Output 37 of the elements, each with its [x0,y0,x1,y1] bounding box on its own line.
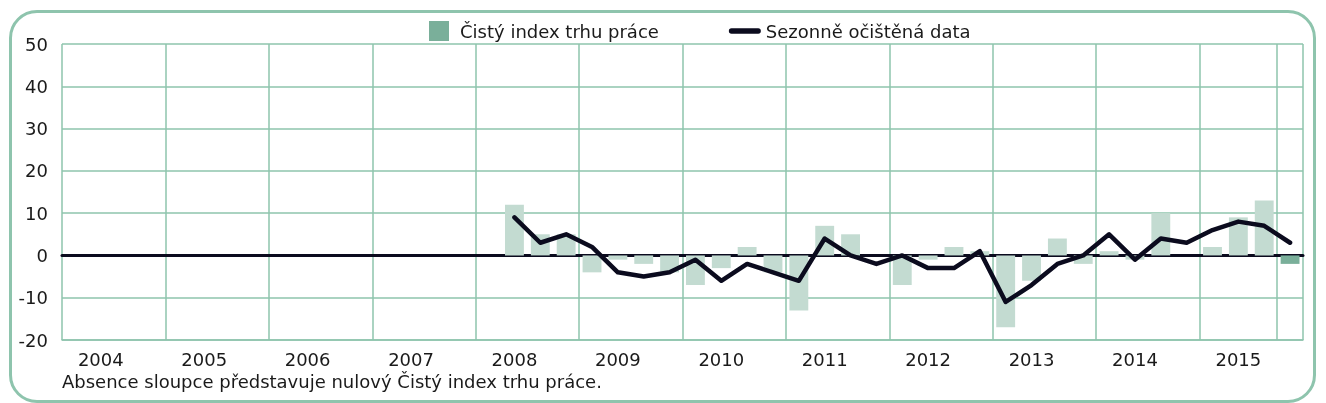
bar [634,255,654,264]
y-tick-label: 10 [25,202,48,224]
legend-label: Čistý index trhu práce [460,20,659,42]
bar [1280,255,1300,264]
x-tick-label: 2008 [491,348,538,370]
x-tick-label: 2004 [77,348,124,370]
x-tick-label: 2010 [698,348,745,370]
text: Absence sloupce představuje nulový Čistý index trhu práce. [62,370,602,392]
y-tick-label: -20 [18,329,48,351]
bar [944,246,964,256]
x-tick-label: 2011 [801,348,848,370]
y-tick-label: 0 [36,244,48,266]
bar [1047,238,1067,256]
x-tick-label: 2005 [181,348,228,370]
y-tick-label: -10 [18,287,48,309]
bar [1203,246,1222,256]
legend-label: Sezonně očištěná data [765,20,971,42]
y-tick-label: 50 [25,33,48,55]
bar [1022,255,1041,281]
y-tick-label: 40 [25,75,48,97]
y-tick-label: 20 [25,160,48,182]
bar [608,255,628,260]
x-tick-label: 2007 [388,348,434,370]
bar [1099,251,1119,256]
bar [737,246,757,256]
x-tick-label: 2014 [1112,348,1158,370]
x-tick-label: 2009 [594,348,641,370]
bar [918,255,938,260]
x-tick-label: 2006 [284,348,331,370]
x-tick-label: 2015 [1215,348,1262,370]
bar [505,204,524,256]
x-tick-label: 2013 [1008,348,1055,370]
bar [582,255,602,273]
x-tick-label: 2012 [905,348,952,370]
bar [711,255,731,269]
bar [1254,200,1274,256]
y-tick-label: 30 [25,118,48,140]
